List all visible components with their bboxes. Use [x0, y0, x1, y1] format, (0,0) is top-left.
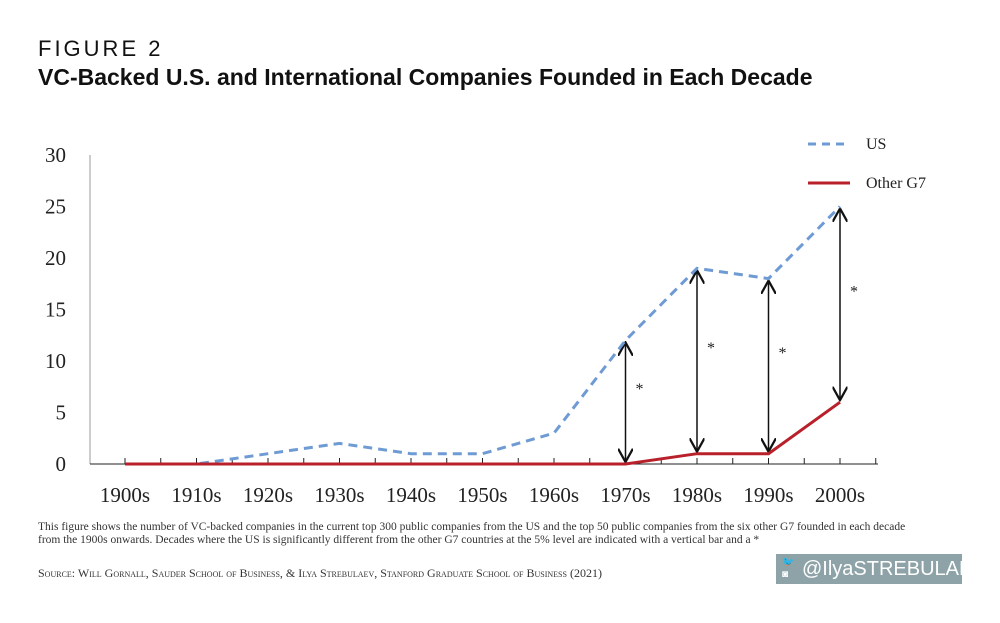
x-tick-label: 1900s [100, 483, 150, 507]
x-tick-label: 1980s [672, 483, 722, 507]
y-tick-label: 15 [45, 298, 66, 322]
significance-marker: * [850, 283, 858, 300]
legend-label: Other G7 [866, 175, 926, 192]
y-tick-label: 20 [45, 246, 66, 270]
social-badge[interactable]: 🐦 ◙ @IlyaSTREBULAEV [776, 554, 986, 584]
legend-label: US [866, 136, 886, 153]
x-tick-label: 2000s [815, 483, 865, 507]
significance-marker: * [707, 340, 715, 357]
significance-marker: * [636, 381, 644, 398]
significance-marker: * [779, 345, 787, 362]
figure-label: FIGURE 2 [38, 36, 164, 61]
y-tick-label: 10 [45, 349, 66, 373]
chart-title: VC-Backed U.S. and International Compani… [38, 64, 813, 90]
y-tick-label: 25 [45, 195, 66, 219]
x-tick-label: 1950s [457, 483, 507, 507]
x-tick-label: 1930s [314, 483, 364, 507]
x-tick-label: 1920s [243, 483, 293, 507]
source: Source: Will Gornall, Sauder School of B… [38, 566, 602, 580]
y-tick-label: 0 [56, 452, 67, 476]
twitter-icon: 🐦 ◙ [782, 557, 795, 580]
x-tick-label: 1990s [743, 483, 793, 507]
y-tick-label: 30 [45, 143, 66, 167]
x-tick-label: 1970s [600, 483, 650, 507]
x-tick-label: 1960s [529, 483, 579, 507]
caption: This figure shows the number of VC-backe… [38, 521, 906, 546]
x-tick-label: 1910s [171, 483, 221, 507]
series-line-other-g7 [125, 400, 841, 466]
x-tick-label: 1940s [386, 483, 436, 507]
badge-handle: @IlyaSTREBULAEV [802, 558, 986, 580]
y-tick-label: 5 [56, 401, 67, 425]
series-line-us [125, 205, 842, 466]
